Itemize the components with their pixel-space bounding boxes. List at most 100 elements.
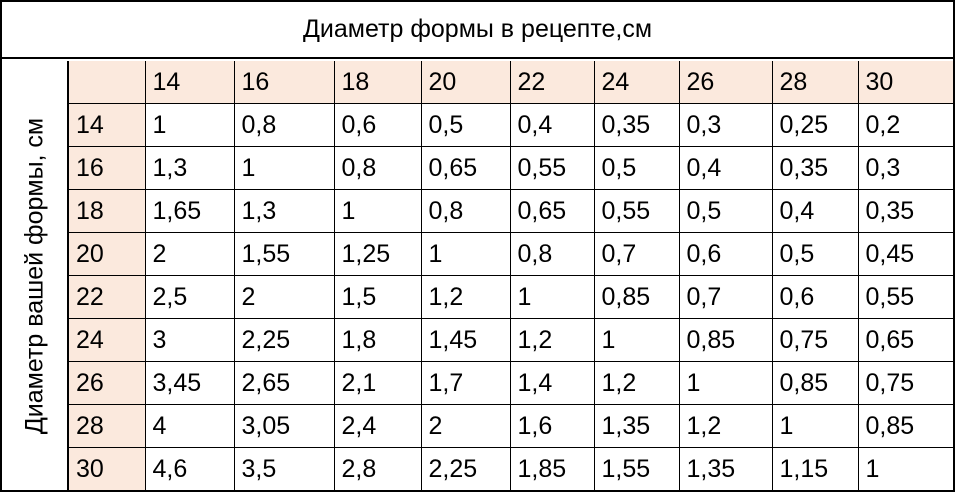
table-cell: 1,2 [593,361,680,405]
table-cell: 3,05 [233,404,335,448]
table-row: 26 3,45 2,65 2,1 1,7 1,4 1,2 1 0,85 0,75 [69,361,953,405]
table-cell: 2,25 [420,447,511,490]
table-cell: 1,8 [333,318,422,362]
table-cell: 0,75 [857,361,953,405]
table-cell: 0,35 [857,189,953,233]
table-cell: 1,55 [593,447,680,490]
table-cell: 2 [233,275,335,319]
table-cell: 0,35 [593,103,680,147]
table-cell: 0,45 [857,232,953,276]
column-header: 28 [771,61,859,104]
table-cell: 1,55 [233,232,335,276]
column-header: 22 [509,61,595,104]
column-header: 24 [593,61,680,104]
table-cell: 0,4 [509,103,595,147]
table-cell: 1,15 [771,447,859,490]
table-cell: 1 [678,361,773,405]
table-cell: 0,85 [678,318,773,362]
row-header: 28 [69,404,146,448]
table-cell: 1 [509,275,595,319]
table-cell: 0,65 [857,318,953,362]
table-cell: 1,6 [509,404,595,448]
column-header: 18 [333,61,422,104]
header-row: 14 16 18 20 22 24 26 28 30 [69,61,953,104]
table-cell: 1,3 [233,189,335,233]
table-cell: 2 [420,404,511,448]
table-row: 28 4 3,05 2,4 2 1,6 1,35 1,2 1 0,85 [69,404,953,448]
row-header: 18 [69,189,146,233]
table-cell: 0,35 [771,146,859,190]
table-cell: 0,4 [678,146,773,190]
corner-cell [69,61,146,104]
table-cell: 2,8 [333,447,422,490]
table-cell: 0,6 [678,232,773,276]
table-row: 18 1,65 1,3 1 0,8 0,65 0,55 0,5 0,4 0,35 [69,189,953,233]
table-cell: 0,7 [678,275,773,319]
table-cell: 3,5 [233,447,335,490]
table-cell: 0,8 [509,232,595,276]
table-cell: 2,4 [333,404,422,448]
table-cell: 0,75 [771,318,859,362]
column-header: 26 [678,61,773,104]
table-cell: 0,85 [771,361,859,405]
table-cell: 1,4 [509,361,595,405]
table-cell: 0,7 [593,232,680,276]
table-cell: 1 [593,318,680,362]
row-header: 22 [69,275,146,319]
table-cell: 0,55 [593,189,680,233]
table-cell: 1,45 [420,318,511,362]
table-cell: 0,55 [857,275,953,319]
column-header: 20 [420,61,511,104]
row-header: 16 [69,146,146,190]
table-cell: 0,65 [420,146,511,190]
table-cell: 2,25 [233,318,335,362]
side-title-label: Диаметр вашей формы, см [20,117,48,434]
table-cell: 1 [420,232,511,276]
table-cell: 0,6 [333,103,422,147]
table-cell: 0,85 [593,275,680,319]
table-cell: 0,55 [509,146,595,190]
table-cell: 2,5 [144,275,235,319]
table-cell: 1,2 [509,318,595,362]
side-title-cell: Диаметр вашей формы, см [2,61,69,490]
table-cell: 1,7 [420,361,511,405]
table-cell: 1 [771,404,859,448]
table-cell: 3,45 [144,361,235,405]
table-cell: 1,5 [333,275,422,319]
table-cell: 0,3 [857,146,953,190]
column-header: 14 [144,61,235,104]
table-cell: 1,35 [678,447,773,490]
row-header: 24 [69,318,146,362]
table-cell: 1 [233,146,335,190]
table-cell: 1 [144,103,235,147]
table-row: 16 1,3 1 0,8 0,65 0,55 0,5 0,4 0,35 0,3 [69,146,953,190]
row-header: 26 [69,361,146,405]
table-cell: 1,65 [144,189,235,233]
row-header: 14 [69,103,146,147]
table-cell: 0,5 [678,189,773,233]
table-cell: 1,25 [333,232,422,276]
table-cell: 0,65 [509,189,595,233]
table-cell: 1,3 [144,146,235,190]
table-cell: 1,85 [509,447,595,490]
table-cell: 3 [144,318,235,362]
table-cell: 0,3 [678,103,773,147]
table-cell: 0,8 [333,146,422,190]
table-cell: 0,8 [233,103,335,147]
table-cell: 1 [333,189,422,233]
table-cell: 2,1 [333,361,422,405]
table-cell: 4 [144,404,235,448]
table-cell: 0,2 [857,103,953,147]
table-cell: 0,4 [771,189,859,233]
row-header: 20 [69,232,146,276]
table-cell: 0,25 [771,103,859,147]
table-row: 20 2 1,55 1,25 1 0,8 0,7 0,6 0,5 0,45 [69,232,953,276]
table-cell: 1,35 [593,404,680,448]
table-row: 14 1 0,8 0,6 0,5 0,4 0,35 0,3 0,25 0,2 [69,103,953,147]
column-header: 16 [233,61,335,104]
table-row: 24 3 2,25 1,8 1,45 1,2 1 0,85 0,75 0,65 [69,318,953,362]
table-cell: 2,65 [233,361,335,405]
row-header: 30 [69,447,146,490]
table-cell: 4,6 [144,447,235,490]
